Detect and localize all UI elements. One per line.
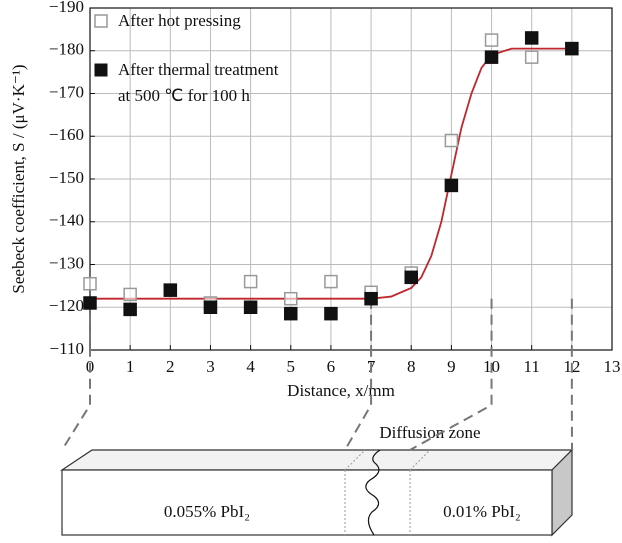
zone-label: Diffusion zone: [379, 423, 480, 442]
guide-line: [61, 298, 91, 451]
zone-edge: [344, 449, 366, 471]
x-tick-label: 6: [327, 357, 336, 376]
schematic: Diffusion zone 0.055% PbI₂ 0.01% PbI₂: [60, 423, 574, 537]
marker: [484, 50, 499, 64]
zone-edge: [409, 449, 431, 471]
marker: [524, 31, 539, 45]
marker: [163, 283, 178, 297]
plot-frame: [89, 7, 613, 351]
marker: [243, 274, 258, 289]
marker: [364, 291, 378, 306]
marker: [284, 291, 298, 306]
legend-label: After thermal treatment at 500 ℃ for 100…: [118, 60, 279, 105]
marker: [123, 287, 137, 302]
legend-label: After hot pressing: [118, 11, 241, 30]
bar-front: [61, 469, 553, 536]
marker: [524, 50, 539, 64]
marker: [83, 296, 97, 310]
y-tick-label: −120: [49, 296, 84, 315]
y-axis-label: Seebeck coefficient, S / (μV·K⁻¹): [9, 64, 28, 293]
marker: [203, 300, 218, 314]
y-tick-label: −170: [49, 82, 84, 101]
guide-line: [344, 298, 373, 451]
x-tick-label: 2: [166, 357, 175, 376]
right-label: 0.01% PbI₂: [443, 502, 521, 521]
y-tick-label: −190: [49, 0, 84, 16]
marker: [243, 300, 258, 314]
marker: [404, 270, 418, 285]
marker: [565, 41, 579, 56]
marker: [444, 133, 459, 148]
left-label: 0.055% PbI₂: [164, 502, 250, 521]
bar-top: [60, 449, 574, 471]
x-tick-label: 13: [604, 357, 621, 376]
marker: [444, 178, 459, 193]
y-tick-label: −160: [49, 125, 84, 144]
marker: [123, 302, 137, 317]
x-tick-label: 5: [287, 357, 296, 376]
legend-marker: [94, 63, 108, 77]
x-tick-label: 4: [246, 357, 255, 376]
y-tick-label: −150: [49, 168, 84, 187]
x-tick-label: 11: [524, 357, 540, 376]
x-tick-label: 9: [447, 357, 456, 376]
guide-line: [409, 298, 493, 451]
marker: [284, 306, 298, 321]
x-axis-label: Distance, x/mm: [287, 381, 395, 400]
legend-marker: [94, 14, 108, 28]
y-tick-label: −110: [50, 339, 84, 358]
x-tick-label: 8: [407, 357, 416, 376]
marker: [324, 274, 338, 289]
x-tick-label: 1: [126, 357, 135, 376]
interface: [365, 449, 381, 536]
y-tick-label: −130: [49, 253, 84, 272]
y-tick-label: −140: [49, 211, 84, 230]
marker: [324, 306, 338, 321]
x-tick-label: 3: [206, 357, 215, 376]
y-tick-label: −180: [49, 40, 84, 59]
marker: [484, 33, 499, 47]
marker: [83, 276, 97, 291]
